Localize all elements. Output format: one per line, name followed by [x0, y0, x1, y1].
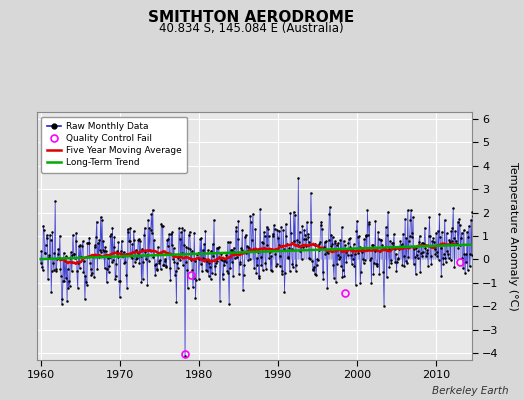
Text: 40.834 S, 145.084 E (Australia): 40.834 S, 145.084 E (Australia)	[159, 22, 344, 35]
Legend: Raw Monthly Data, Quality Control Fail, Five Year Moving Average, Long-Term Tren: Raw Monthly Data, Quality Control Fail, …	[41, 116, 187, 173]
Y-axis label: Temperature Anomaly (°C): Temperature Anomaly (°C)	[508, 162, 518, 310]
Text: SMITHTON AERODROME: SMITHTON AERODROME	[148, 10, 355, 25]
Text: Berkeley Earth: Berkeley Earth	[432, 386, 508, 396]
